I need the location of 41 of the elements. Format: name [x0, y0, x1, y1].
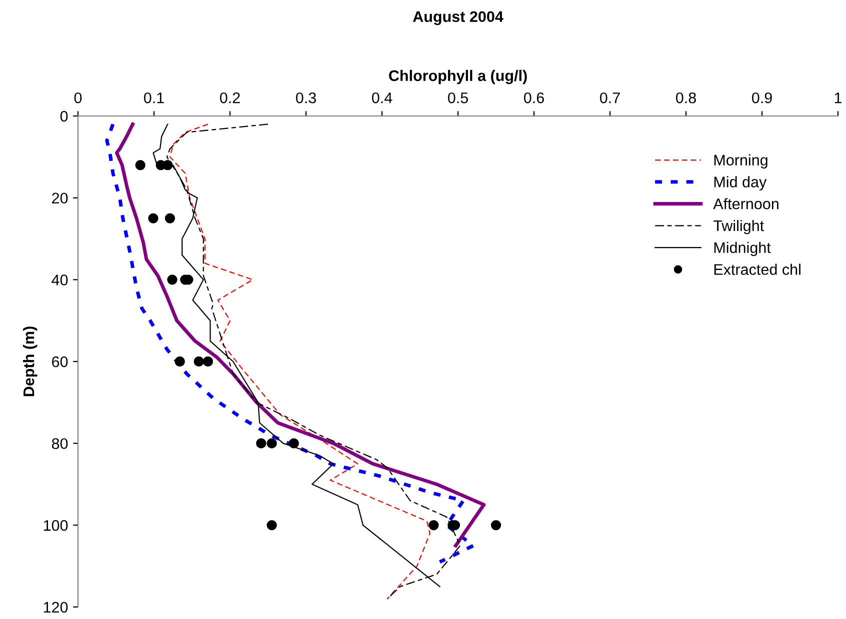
- legend-label: Morning: [714, 154, 768, 169]
- y-tick-label: 40: [52, 274, 68, 286]
- x-tick-label: 0.5: [448, 92, 468, 104]
- point: [174, 356, 185, 367]
- point: [164, 213, 176, 224]
- point: [266, 438, 277, 448]
- point: [428, 520, 439, 530]
- point: [266, 520, 277, 530]
- legend-label: Extracted chl: [714, 264, 800, 275]
- y-tick-label: 20: [52, 192, 68, 204]
- y-tick-label: 80: [52, 438, 68, 450]
- point: [162, 160, 173, 170]
- legend-label: Midnight: [714, 242, 771, 256]
- legend-label: Twilight: [713, 220, 764, 234]
- y-tick-label: 0: [60, 110, 68, 122]
- point: [256, 438, 266, 448]
- x-tick-label: 0.8: [676, 92, 696, 104]
- y-tick-label: 100: [44, 520, 68, 531]
- x-tick-label: 0.2: [220, 92, 240, 104]
- x-tick-label: 0: [74, 92, 82, 104]
- x-tick-label: 1: [834, 92, 842, 104]
- x-tick-label: 0.9: [752, 92, 772, 104]
- y-tick-label: 60: [52, 356, 68, 368]
- y-tick-label: 120: [44, 602, 68, 613]
- point: [194, 356, 204, 367]
- point: [490, 520, 502, 530]
- chart-title: August 2004: [412, 11, 504, 26]
- x-axis-title: Chlorophyll a (ug/l): [389, 70, 527, 84]
- y-axis-title: Depth (m): [22, 326, 38, 396]
- point: [167, 274, 178, 285]
- x-tick-label: 0.1: [144, 92, 164, 104]
- point: [202, 356, 214, 367]
- legend-label: Afternoon: [713, 198, 778, 210]
- point: [288, 438, 299, 448]
- point: [135, 160, 146, 170]
- legend-label: Mid day: [714, 176, 767, 190]
- point: [148, 213, 158, 224]
- x-tick-label: 0.6: [524, 92, 544, 104]
- x-tick-label: 0.7: [600, 92, 620, 104]
- x-tick-label: 0.3: [296, 92, 316, 104]
- x-tick-label: 0.4: [372, 92, 392, 104]
